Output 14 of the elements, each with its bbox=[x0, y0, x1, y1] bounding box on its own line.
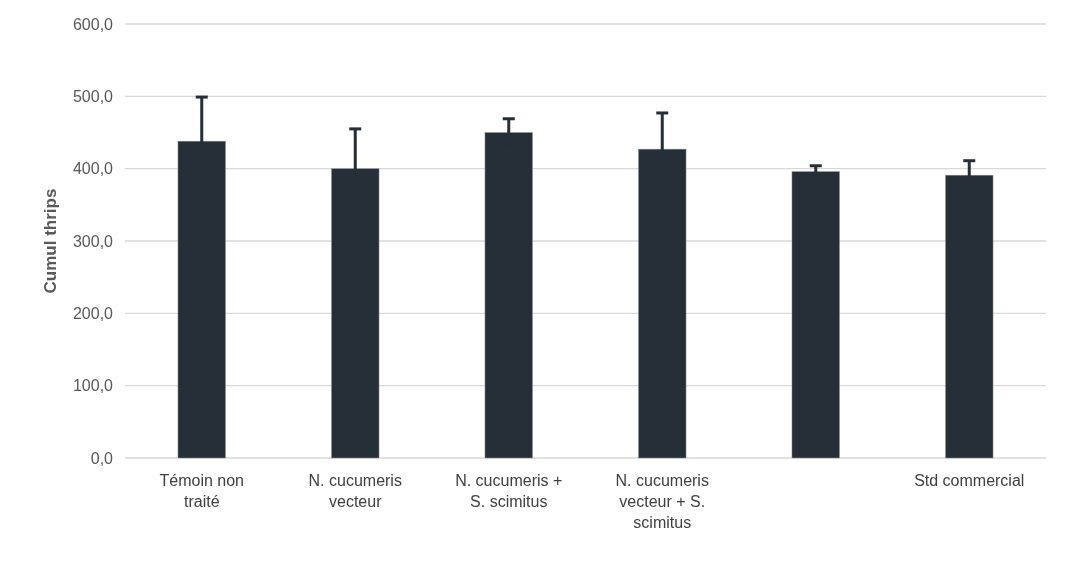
x-tick-label: Std commercial bbox=[914, 472, 1025, 489]
bar bbox=[791, 171, 840, 459]
y-tick-label: 200,0 bbox=[72, 304, 114, 322]
y-tick-label: 400,0 bbox=[72, 160, 114, 178]
y-tick-label: 0,0 bbox=[90, 449, 114, 467]
y-tick-label: 600,0 bbox=[72, 15, 114, 33]
y-tick-label: 300,0 bbox=[72, 232, 114, 250]
y-axis-title: Cumul thrips bbox=[41, 188, 60, 294]
x-tick-label: N. cucumeris + S. scimitus bbox=[455, 472, 563, 510]
y-tick-label: 100,0 bbox=[72, 377, 114, 395]
x-tick-label: N. cucumeris vecteur bbox=[308, 472, 402, 510]
x-tick-label: Témoin non traité bbox=[159, 472, 244, 510]
y-tick-label: 500,0 bbox=[72, 87, 114, 105]
x-tick-label: N. cucumeris vecteur + S. scimitus bbox=[615, 472, 709, 531]
